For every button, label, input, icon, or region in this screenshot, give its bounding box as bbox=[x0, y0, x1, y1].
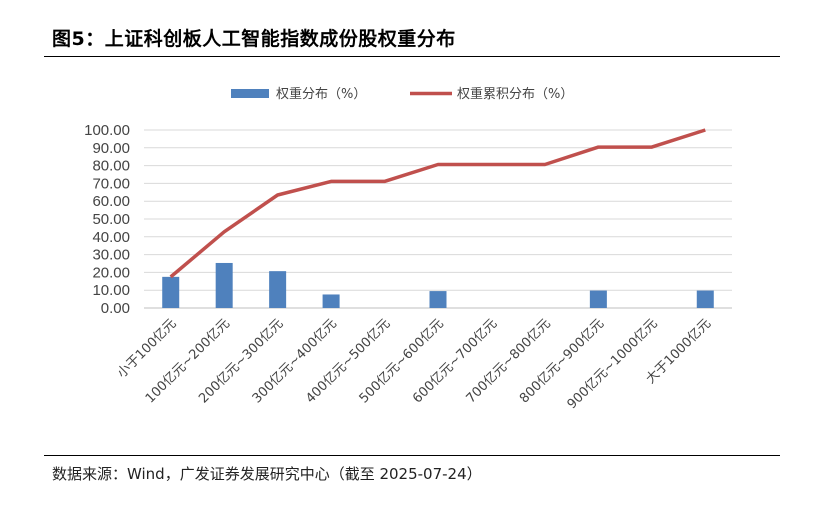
y-tick-label: 40.00 bbox=[92, 229, 130, 246]
x-axis: 小于100亿元100亿元~200亿元200亿元~300亿元300亿元~400亿元… bbox=[115, 316, 714, 412]
bar bbox=[269, 271, 287, 308]
legend: 权重分布（%） 权重累积分布（%） bbox=[231, 86, 573, 102]
y-tick-label: 10.00 bbox=[92, 282, 130, 299]
bar bbox=[589, 290, 607, 308]
y-tick-label: 20.00 bbox=[92, 264, 130, 281]
legend-swatch-bar bbox=[231, 89, 269, 98]
x-tick-label: 900亿元~1000亿元 bbox=[565, 316, 661, 412]
bar bbox=[429, 291, 447, 308]
gridlines bbox=[144, 129, 732, 309]
title-rule bbox=[44, 56, 780, 57]
bar bbox=[322, 294, 340, 308]
source-note: 数据来源：Wind，广发证券发展研究中心（截至 2025-07-24） bbox=[52, 465, 482, 483]
source-rule bbox=[44, 455, 780, 456]
y-tick-label: 90.00 bbox=[92, 140, 130, 157]
legend-label-line: 权重累积分布（%） bbox=[457, 86, 573, 102]
y-tick-label: 100.00 bbox=[84, 122, 130, 139]
y-tick-label: 60.00 bbox=[92, 193, 130, 210]
legend-label-bar: 权重分布（%） bbox=[276, 86, 366, 102]
bar bbox=[696, 290, 714, 308]
y-axis: 0.0010.0020.0030.0040.0050.0060.0070.008… bbox=[84, 122, 130, 317]
y-tick-label: 50.00 bbox=[92, 211, 130, 228]
figure-title: 图5：上证科创板人工智能指数成份股权重分布 bbox=[52, 28, 456, 50]
y-tick-label: 0.00 bbox=[101, 300, 130, 317]
y-tick-label: 70.00 bbox=[92, 175, 130, 192]
y-tick-label: 30.00 bbox=[92, 247, 130, 264]
bar bbox=[215, 262, 233, 308]
y-tick-label: 80.00 bbox=[92, 158, 130, 175]
bar-series bbox=[162, 262, 714, 308]
bar bbox=[162, 276, 180, 308]
cumulative-line bbox=[169, 128, 706, 279]
line-series bbox=[169, 128, 706, 279]
